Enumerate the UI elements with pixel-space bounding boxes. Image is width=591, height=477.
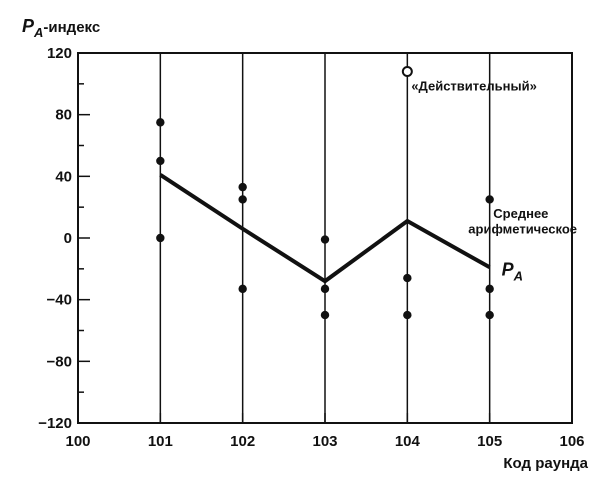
x-axis-title: Код раунда — [503, 455, 588, 472]
y-tick-labels: −120 −80 −40 0 40 80 120 — [38, 45, 72, 432]
mean-annotation-line-2: арифметическое — [468, 221, 577, 236]
y-tick-label-4: 40 — [55, 168, 72, 185]
x-tick-label-106: 106 — [559, 433, 584, 450]
y-tick-label-2: −40 — [47, 292, 72, 309]
data-point-13 — [485, 310, 494, 320]
pa-label-sub: A — [513, 268, 523, 283]
mean-line-end-label: PA — [502, 259, 523, 283]
x-tick-label-102: 102 — [230, 433, 255, 450]
data-point-9 — [403, 273, 412, 283]
y-tick-label-5: 80 — [55, 107, 72, 124]
y-tick-label-6: 120 — [47, 45, 72, 62]
pa-label-main: P — [502, 259, 515, 279]
x-tick-label-103: 103 — [312, 433, 337, 450]
data-point-8 — [320, 310, 330, 320]
data-point-7 — [320, 284, 330, 294]
y-axis-title-suffix: -индекс — [43, 19, 100, 36]
x-tick-labels: 100 101 102 103 104 105 106 — [65, 433, 584, 450]
x-tick-label-105: 105 — [477, 433, 502, 450]
y-axis-title: PA-индекс — [22, 16, 100, 40]
y-axis-title-sub: A — [33, 25, 43, 40]
y-tick-label-0: −120 — [38, 415, 72, 432]
true-value-label: «Действительный» — [411, 79, 536, 94]
data-point-6 — [320, 235, 330, 244]
data-point-3 — [238, 182, 247, 192]
x-tick-label-104: 104 — [395, 433, 421, 450]
data-point-4 — [238, 195, 247, 204]
data-points — [156, 118, 494, 320]
data-point-11 — [485, 195, 494, 204]
plot-frame — [77, 52, 573, 424]
mean-line-annotation: Среднее арифметическое — [468, 206, 577, 236]
x-tick-label-101: 101 — [148, 433, 173, 450]
data-point-12 — [485, 284, 494, 294]
mean-line — [159, 173, 491, 284]
y-tick-label-3: 0 — [64, 230, 72, 247]
true-value-marker — [401, 66, 413, 77]
data-point-5 — [238, 284, 247, 294]
data-point-1 — [156, 156, 165, 166]
x-tick-label-100: 100 — [65, 433, 90, 450]
y-axis-title-main: P — [22, 16, 35, 36]
data-point-0 — [156, 118, 165, 127]
mean-annotation-line-1: Среднее — [493, 206, 548, 221]
y-tick-label-1: −80 — [47, 353, 72, 370]
data-point-2 — [156, 233, 165, 243]
data-point-10 — [403, 310, 412, 320]
